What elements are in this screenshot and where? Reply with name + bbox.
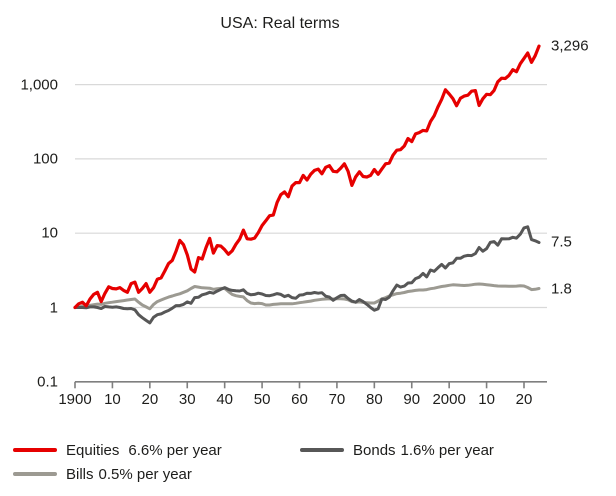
end-label-1.8: 1.8 bbox=[551, 280, 572, 298]
x-tick-label-2010: 10 bbox=[478, 391, 495, 408]
legend-rate: 1.6% per year bbox=[400, 441, 494, 459]
series-line-bonds bbox=[73, 225, 541, 325]
x-tick-label-1960: 60 bbox=[291, 391, 308, 408]
bonds-line-swatch bbox=[300, 448, 344, 452]
x-tick-label-1990: 90 bbox=[403, 391, 421, 408]
legend-label: Bills bbox=[66, 465, 94, 483]
y-axis-labels: 1,000 100 10 1 0.1 bbox=[0, 0, 58, 420]
series-line-equities bbox=[73, 44, 541, 310]
equities-line-swatch bbox=[13, 448, 57, 452]
x-tick-label-2000: 2000 bbox=[432, 391, 466, 408]
y-tick-label-1: 1 bbox=[49, 299, 58, 316]
x-tick-label-1900: 1900 bbox=[58, 391, 92, 408]
x-axis-labels: 1900 10 20 30 40 50 60 70 80 90 2000 10 20 bbox=[58, 391, 533, 408]
legend-rate: 0.5% per year bbox=[98, 465, 192, 483]
series-line-bills bbox=[73, 282, 541, 311]
y-tick-label-10: 10 bbox=[41, 224, 58, 242]
y-tick-label-0.1: 0.1 bbox=[37, 373, 58, 391]
legend-rate: 6.6% per year bbox=[128, 441, 222, 459]
legend-item-bills: Bills 0.5% per year bbox=[13, 463, 192, 485]
x-tick-label-1950: 50 bbox=[253, 391, 271, 408]
legend-label: Bonds bbox=[353, 441, 396, 459]
x-tick-label-1930: 30 bbox=[178, 391, 196, 408]
legend-item-equities: Equities 6.6% per year bbox=[13, 439, 222, 461]
y-tick-label-100: 100 bbox=[32, 150, 58, 168]
x-tick-label-2020: 20 bbox=[515, 391, 533, 408]
y-tick-label-1,000: 1,000 bbox=[20, 76, 58, 94]
legend-item-bonds: Bonds 1.6% per year bbox=[300, 439, 494, 461]
x-tick-label-1970: 70 bbox=[328, 391, 346, 408]
x-tick-label-1920: 20 bbox=[141, 391, 159, 408]
x-tick-label-1980: 80 bbox=[365, 391, 383, 408]
bills-line-swatch bbox=[13, 472, 57, 476]
end-label-7.5: 7.5 bbox=[551, 233, 572, 251]
x-tick-label-1910: 10 bbox=[104, 391, 121, 408]
x-tick-label-1940: 40 bbox=[216, 391, 233, 408]
chart-title: USA: Real terms bbox=[220, 15, 340, 32]
end-label-3,296: 3,296 bbox=[551, 37, 589, 55]
legend-label: Equities bbox=[66, 441, 120, 459]
